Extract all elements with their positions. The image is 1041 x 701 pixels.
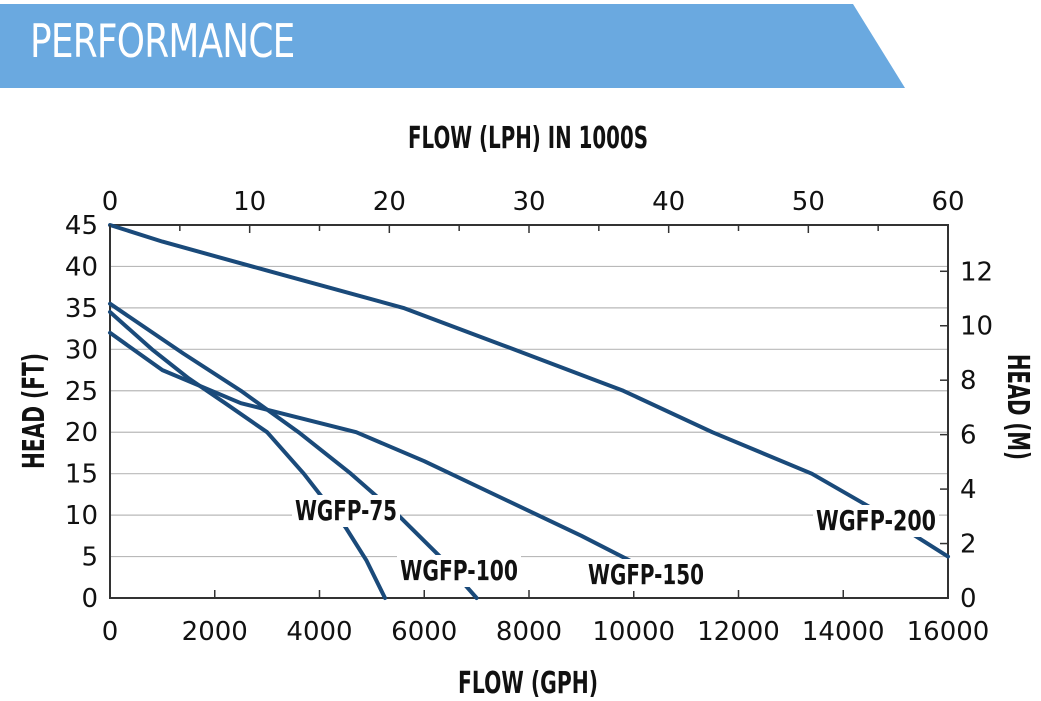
series-label-bg xyxy=(397,555,521,587)
x2-tick-label: 0 xyxy=(102,187,119,217)
series-label-wgfp-75: WGFP-75 xyxy=(295,494,397,527)
y-tick-label: 20 xyxy=(65,418,98,448)
y2-tick-label: 0 xyxy=(960,584,977,614)
series-label-bg xyxy=(813,505,939,537)
series-label-wgfp-100: WGFP-100 xyxy=(400,554,518,587)
y-axis-ticks: 0 5 10 15 20 25 30 35 40 45 xyxy=(65,211,98,614)
y-tick-label: 30 xyxy=(65,335,98,365)
y2-axis-ticks: 0 2 4 6 8 10 12 xyxy=(940,257,993,614)
series-line-wgfp-200 xyxy=(108,223,950,559)
x-tick-label: 6000 xyxy=(391,617,457,647)
series-label-bg xyxy=(585,559,707,591)
chart-grid xyxy=(110,265,948,558)
y-tick-label: 0 xyxy=(81,584,98,614)
y2-tick-label: 4 xyxy=(960,475,977,505)
y-tick-label: 5 xyxy=(81,543,98,573)
x2-tick-label: 50 xyxy=(792,187,825,217)
x-tick-label: 12000 xyxy=(697,617,780,647)
x2-tick-label: 40 xyxy=(652,187,685,217)
performance-banner xyxy=(0,4,905,88)
x2-tick-label: 20 xyxy=(373,187,406,217)
y-tick-label: 10 xyxy=(65,501,98,531)
y-tick-label: 35 xyxy=(65,294,98,324)
x-axis-ticks: 0 2000 4000 6000 8000 10000 12000 14000 16000 xyxy=(102,590,990,647)
x-axis-title: FLOW (GPH) xyxy=(458,666,598,701)
x2-axis-title: FLOW (LPH) IN 1000S xyxy=(408,121,648,156)
y2-axis-title: HEAD (M) xyxy=(1000,354,1035,460)
series-label-wgfp-200: WGFP-200 xyxy=(816,504,936,537)
series-line-wgfp-75 xyxy=(108,310,387,600)
series-line-wgfp-100 xyxy=(108,301,479,600)
page-title: PERFORMANCE xyxy=(30,14,295,68)
y2-tick-label: 2 xyxy=(960,530,977,560)
series-label-wgfp-150: WGFP-150 xyxy=(588,558,704,591)
y-tick-label: 15 xyxy=(65,460,98,490)
y-tick-label: 25 xyxy=(65,377,98,407)
series-label-bg xyxy=(292,495,400,527)
x-tick-label: 16000 xyxy=(907,617,990,647)
banner-shape xyxy=(0,4,905,88)
y-axis-title: HEAD (FT) xyxy=(17,353,52,469)
x2-tick-label: 60 xyxy=(931,187,964,217)
series-line-wgfp-150 xyxy=(108,330,673,584)
y-tick-label: 45 xyxy=(65,211,98,241)
y2-tick-label: 12 xyxy=(960,257,993,287)
series-lines xyxy=(108,223,950,600)
x2-tick-label: 30 xyxy=(512,187,545,217)
x-tick-label: 8000 xyxy=(496,617,562,647)
x-tick-label: 14000 xyxy=(802,617,885,647)
x-tick-label: 0 xyxy=(102,617,119,647)
x-tick-label: 4000 xyxy=(286,617,352,647)
y2-tick-label: 6 xyxy=(960,421,977,451)
x2-axis-ticks: 0 10 20 30 40 50 60 xyxy=(102,187,965,233)
y2-tick-label: 10 xyxy=(960,312,993,342)
y-tick-label: 40 xyxy=(65,252,98,282)
x-tick-label: 2000 xyxy=(182,617,248,647)
x2-tick-label: 10 xyxy=(233,187,266,217)
y2-tick-label: 8 xyxy=(960,366,977,396)
x-tick-label: 10000 xyxy=(592,617,675,647)
